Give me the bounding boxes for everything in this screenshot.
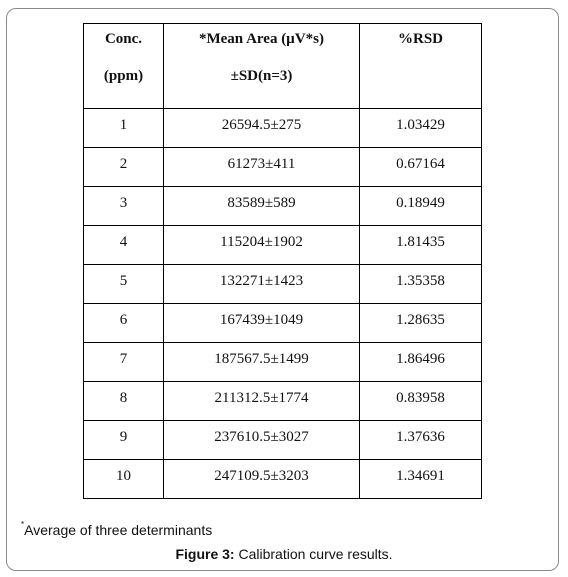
cell-rsd: 1.81435 (359, 225, 482, 265)
cell-mean-area: 83589±589 (163, 186, 360, 226)
cell-rsd: 0.67164 (359, 147, 482, 187)
cell-rsd: 1.35358 (359, 264, 482, 304)
cell-conc: 3 (83, 186, 164, 226)
header-rsd-line1: %RSD (397, 31, 443, 47)
cell-rsd: 0.18949 (359, 186, 482, 226)
header-conc: Conc. (ppm) (83, 23, 164, 109)
table-row: 8 211312.5±1774 0.83958 (83, 381, 482, 421)
cell-rsd: 1.03429 (359, 108, 482, 148)
header-rsd: %RSD (359, 23, 482, 109)
cell-conc: 4 (83, 225, 164, 265)
cell-mean-area: 187567.5±1499 (163, 342, 360, 382)
figure-caption: Figure 3: Calibration curve results. (0, 546, 568, 562)
cell-conc: 6 (83, 303, 164, 343)
caption-text: Calibration curve results. (234, 546, 393, 562)
cell-conc: 9 (83, 420, 164, 460)
table-row: 3 83589±589 0.18949 (83, 186, 482, 226)
header-conc-line1: Conc. (104, 31, 143, 47)
cell-conc: 1 (83, 108, 164, 148)
header-conc-line2: (ppm) (103, 68, 144, 84)
table-row: 7 187567.5±1499 1.86496 (83, 342, 482, 382)
footnote-marker: * (21, 520, 25, 529)
cell-rsd: 0.83958 (359, 381, 482, 421)
cell-conc: 7 (83, 342, 164, 382)
cell-mean-area: 247109.5±3203 (163, 459, 360, 499)
header-mean-area-line1: *Mean Area (µV*s) (198, 31, 324, 47)
cell-mean-area: 132271±1423 (163, 264, 360, 304)
cell-mean-area: 167439±1049 (163, 303, 360, 343)
cell-conc: 2 (83, 147, 164, 187)
cell-rsd: 1.28635 (359, 303, 482, 343)
footnote-text: Average of three determinants (24, 522, 213, 538)
table-row: 4 115204±1902 1.81435 (83, 225, 482, 265)
cell-conc: 8 (83, 381, 164, 421)
cell-rsd: 1.37636 (359, 420, 482, 460)
cell-rsd: 1.34691 (359, 459, 482, 499)
table-row: 2 61273±411 0.67164 (83, 147, 482, 187)
cell-conc: 5 (83, 264, 164, 304)
cell-conc: 10 (83, 459, 164, 499)
header-mean-area: *Mean Area (µV*s) ±SD(n=3) (163, 23, 360, 109)
table-row: 9 237610.5±3027 1.37636 (83, 420, 482, 460)
caption-label: Figure 3: (175, 546, 235, 562)
cell-mean-area: 211312.5±1774 (163, 381, 360, 421)
table-row: 1 26594.5±275 1.03429 (83, 108, 482, 148)
calibration-table: Conc. (ppm) *Mean Area (µV*s) ±SD(n=3) %… (83, 23, 482, 499)
cell-mean-area: 237610.5±3027 (163, 420, 360, 460)
table-row: 6 167439±1049 1.28635 (83, 303, 482, 343)
table-row: 5 132271±1423 1.35358 (83, 264, 482, 304)
header-mean-area-line2: ±SD(n=3) (230, 68, 293, 84)
table-body: 1 26594.5±275 1.03429 2 61273±411 0.67164 3 835… (83, 108, 482, 499)
footnote: *Average of three determinants (21, 520, 213, 538)
cell-mean-area: 61273±411 (163, 147, 360, 187)
cell-mean-area: 115204±1902 (163, 225, 360, 265)
header-row: Conc. (ppm) *Mean Area (µV*s) ±SD(n=3) %… (83, 23, 482, 109)
cell-mean-area: 26594.5±275 (163, 108, 360, 148)
figure-frame (6, 8, 559, 571)
cell-rsd: 1.86496 (359, 342, 482, 382)
table-row: 10 247109.5±3203 1.34691 (83, 459, 482, 499)
